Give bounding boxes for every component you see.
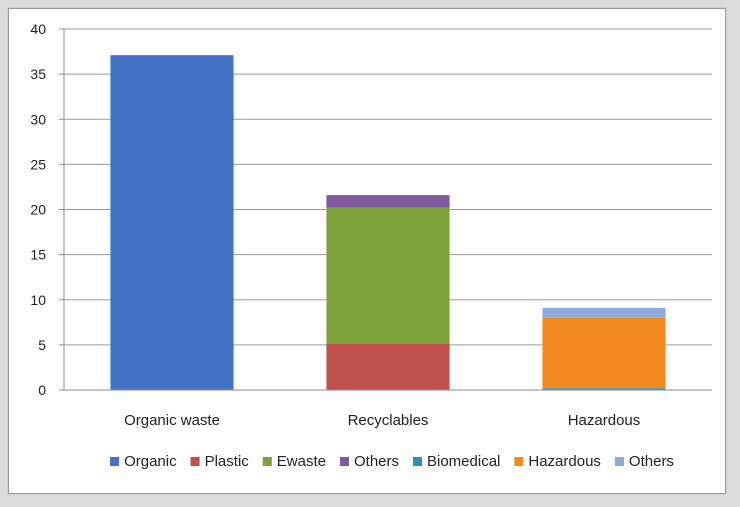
legend-swatch-others-3 — [339, 457, 349, 466]
legend-item-others-6: Others — [614, 453, 674, 470]
bar-recyclables-others-3 — [326, 195, 450, 208]
legend: Organic Plastic Ewaste Others Biomedical Haza… — [110, 453, 674, 470]
legend-item-hazardous-5: Hazardous — [514, 453, 601, 470]
category-label-recyclables: Recyclables — [348, 412, 429, 429]
legend-label-others-6: Others — [629, 453, 674, 470]
y-tick-label-40: 40 — [30, 21, 46, 37]
y-tick-label-0: 0 — [38, 382, 46, 398]
y-axis-ticks: 0 5 10 15 20 25 30 35 40 — [30, 21, 64, 398]
y-tick-label-30: 30 — [30, 111, 46, 127]
category-label-organic-waste: Organic waste — [124, 412, 220, 429]
y-tick-label-5: 5 — [38, 337, 46, 353]
y-tick-label-25: 25 — [30, 156, 46, 172]
legend-item-organic-0: Organic — [110, 453, 177, 470]
legend-label-hazardous-5: Hazardous — [528, 453, 601, 470]
legend-item-biomedical-4: Biomedical — [413, 453, 500, 470]
legend-swatch-organic-0 — [110, 457, 120, 466]
legend-swatch-others-6 — [614, 457, 624, 466]
bar-recyclables-plastic-1 — [326, 343, 450, 390]
y-tick-label-10: 10 — [30, 292, 46, 308]
category-label-hazardous: Hazardous — [568, 412, 641, 429]
legend-swatch-plastic-1 — [190, 457, 200, 466]
legend-label-biomedical-4: Biomedical — [427, 453, 500, 470]
bar-hazardous-others-6 — [542, 307, 666, 318]
category-labels: Organic waste Recyclables Hazardous — [124, 412, 640, 429]
legend-label-ewaste-2: Ewaste — [277, 453, 326, 470]
bar-hazardous-hazardous-5 — [542, 317, 666, 389]
legend-swatch-biomedical-4 — [413, 457, 422, 466]
bar-hazardous-biomedical-4 — [542, 388, 666, 390]
legend-swatch-hazardous-5 — [514, 457, 524, 466]
legend-label-plastic-1: Plastic — [205, 453, 250, 470]
legend-label-organic-0: Organic — [124, 453, 177, 470]
legend-swatch-ewaste-2 — [262, 457, 272, 466]
bars — [110, 55, 666, 391]
y-tick-label-20: 20 — [30, 202, 46, 218]
legend-item-ewaste-2: Ewaste — [262, 453, 326, 470]
legend-item-plastic-1: Plastic — [190, 453, 250, 470]
y-tick-label-35: 35 — [30, 66, 46, 82]
bar-recyclables-ewaste-2 — [326, 207, 450, 344]
legend-label-others-3: Others — [354, 453, 399, 470]
y-tick-label-15: 15 — [30, 247, 46, 263]
legend-item-others-3: Others — [339, 453, 399, 470]
bar-organic-waste-organic-0 — [110, 55, 234, 391]
